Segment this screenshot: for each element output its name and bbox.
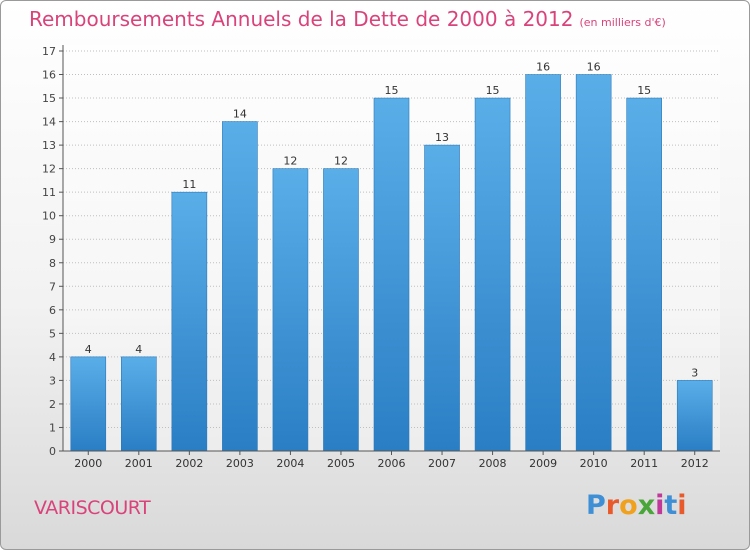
y-tick-label-13: 13: [42, 139, 56, 152]
bar-2003: [222, 121, 258, 452]
chart-unit: (en milliers d'€): [579, 16, 666, 29]
commune-name: VARISCOURT: [34, 497, 151, 519]
logo-letter: x: [637, 490, 656, 521]
y-tick-label-7: 7: [49, 280, 56, 293]
bar-2002: [171, 191, 208, 452]
y-tick-label-4: 4: [49, 351, 56, 364]
bar-label-2012: 3: [691, 366, 698, 379]
y-tick-label-10: 10: [42, 210, 56, 223]
y-tick-label-16: 16: [42, 69, 56, 82]
logo-letter: i: [655, 490, 665, 521]
bars: 4 4 11 14 12 12 15 13 15 16 16 15 3: [70, 61, 713, 452]
y-tick-label-14: 14: [42, 116, 56, 129]
chart-title-text: Remboursements Annuels de la Dette de 20…: [29, 7, 574, 31]
logo-letter: i: [677, 490, 687, 521]
x-tick-label-2011: 2011: [630, 457, 658, 470]
bar-2006: [373, 97, 410, 452]
x-tick-label-2012: 2012: [681, 457, 709, 470]
x-tick-label-2006: 2006: [378, 457, 406, 470]
y-tick-label-0: 0: [49, 445, 56, 458]
y-tick-label-15: 15: [42, 92, 56, 105]
bar-label-2003: 14: [233, 108, 247, 121]
x-tick-label-2002: 2002: [175, 457, 203, 470]
proxiti-logo[interactable]: Proxiti: [586, 490, 687, 521]
logo-letter: P: [586, 490, 606, 521]
x-tick-label-2007: 2007: [428, 457, 456, 470]
x-axis: 2000 2001 2002 2003 2004 2005 2006 2007 2008 2009…: [63, 450, 720, 470]
y-tick-label-1: 1: [49, 421, 56, 434]
bar-2001: [121, 356, 157, 452]
bar-label-2001: 4: [135, 343, 142, 356]
y-tick-label-3: 3: [49, 374, 56, 387]
bar-label-2000: 4: [85, 343, 92, 356]
bar-2007: [424, 144, 460, 452]
bar-label-2006: 15: [385, 84, 399, 97]
bar-2004: [272, 168, 309, 452]
bar-2008: [474, 97, 511, 452]
x-tick-label-2003: 2003: [226, 457, 254, 470]
y-tick-label-6: 6: [49, 304, 56, 317]
y-tick-label-12: 12: [42, 163, 56, 176]
x-tick-label-2008: 2008: [479, 457, 507, 470]
logo-letter: o: [619, 490, 638, 521]
chart-title: Remboursements Annuels de la Dette de 20…: [29, 7, 666, 31]
bar-label-2009: 16: [536, 61, 550, 74]
bar-label-2011: 15: [637, 84, 651, 97]
bar-2012: [676, 380, 713, 452]
bar-2011: [626, 97, 662, 452]
y-tick-label-2: 2: [49, 398, 56, 411]
x-tick-label-2005: 2005: [327, 457, 355, 470]
y-tick-label-17: 17: [42, 45, 56, 58]
x-tick-label-2009: 2009: [529, 457, 557, 470]
bar-label-2002: 11: [182, 178, 196, 191]
x-tick-label-2001: 2001: [125, 457, 153, 470]
x-tick-label-2000: 2000: [74, 457, 102, 470]
bar-label-2005: 12: [334, 155, 348, 168]
bar-2010: [575, 74, 612, 452]
logo-letter: t: [664, 490, 678, 521]
bar-label-2004: 12: [283, 155, 297, 168]
bar-2000: [70, 356, 107, 452]
bar-label-2010: 16: [587, 61, 601, 74]
y-tick-label-11: 11: [42, 186, 56, 199]
logo-letter: r: [605, 490, 620, 521]
bar-2009: [525, 74, 561, 452]
y-tick-label-8: 8: [49, 257, 56, 270]
bar-2005: [323, 168, 359, 452]
bar-label-2008: 15: [486, 84, 500, 97]
x-tick-label-2004: 2004: [276, 457, 304, 470]
y-tick-label-5: 5: [49, 327, 56, 340]
x-tick-label-2010: 2010: [580, 457, 608, 470]
bar-label-2007: 13: [435, 131, 449, 144]
y-tick-label-9: 9: [49, 233, 56, 246]
